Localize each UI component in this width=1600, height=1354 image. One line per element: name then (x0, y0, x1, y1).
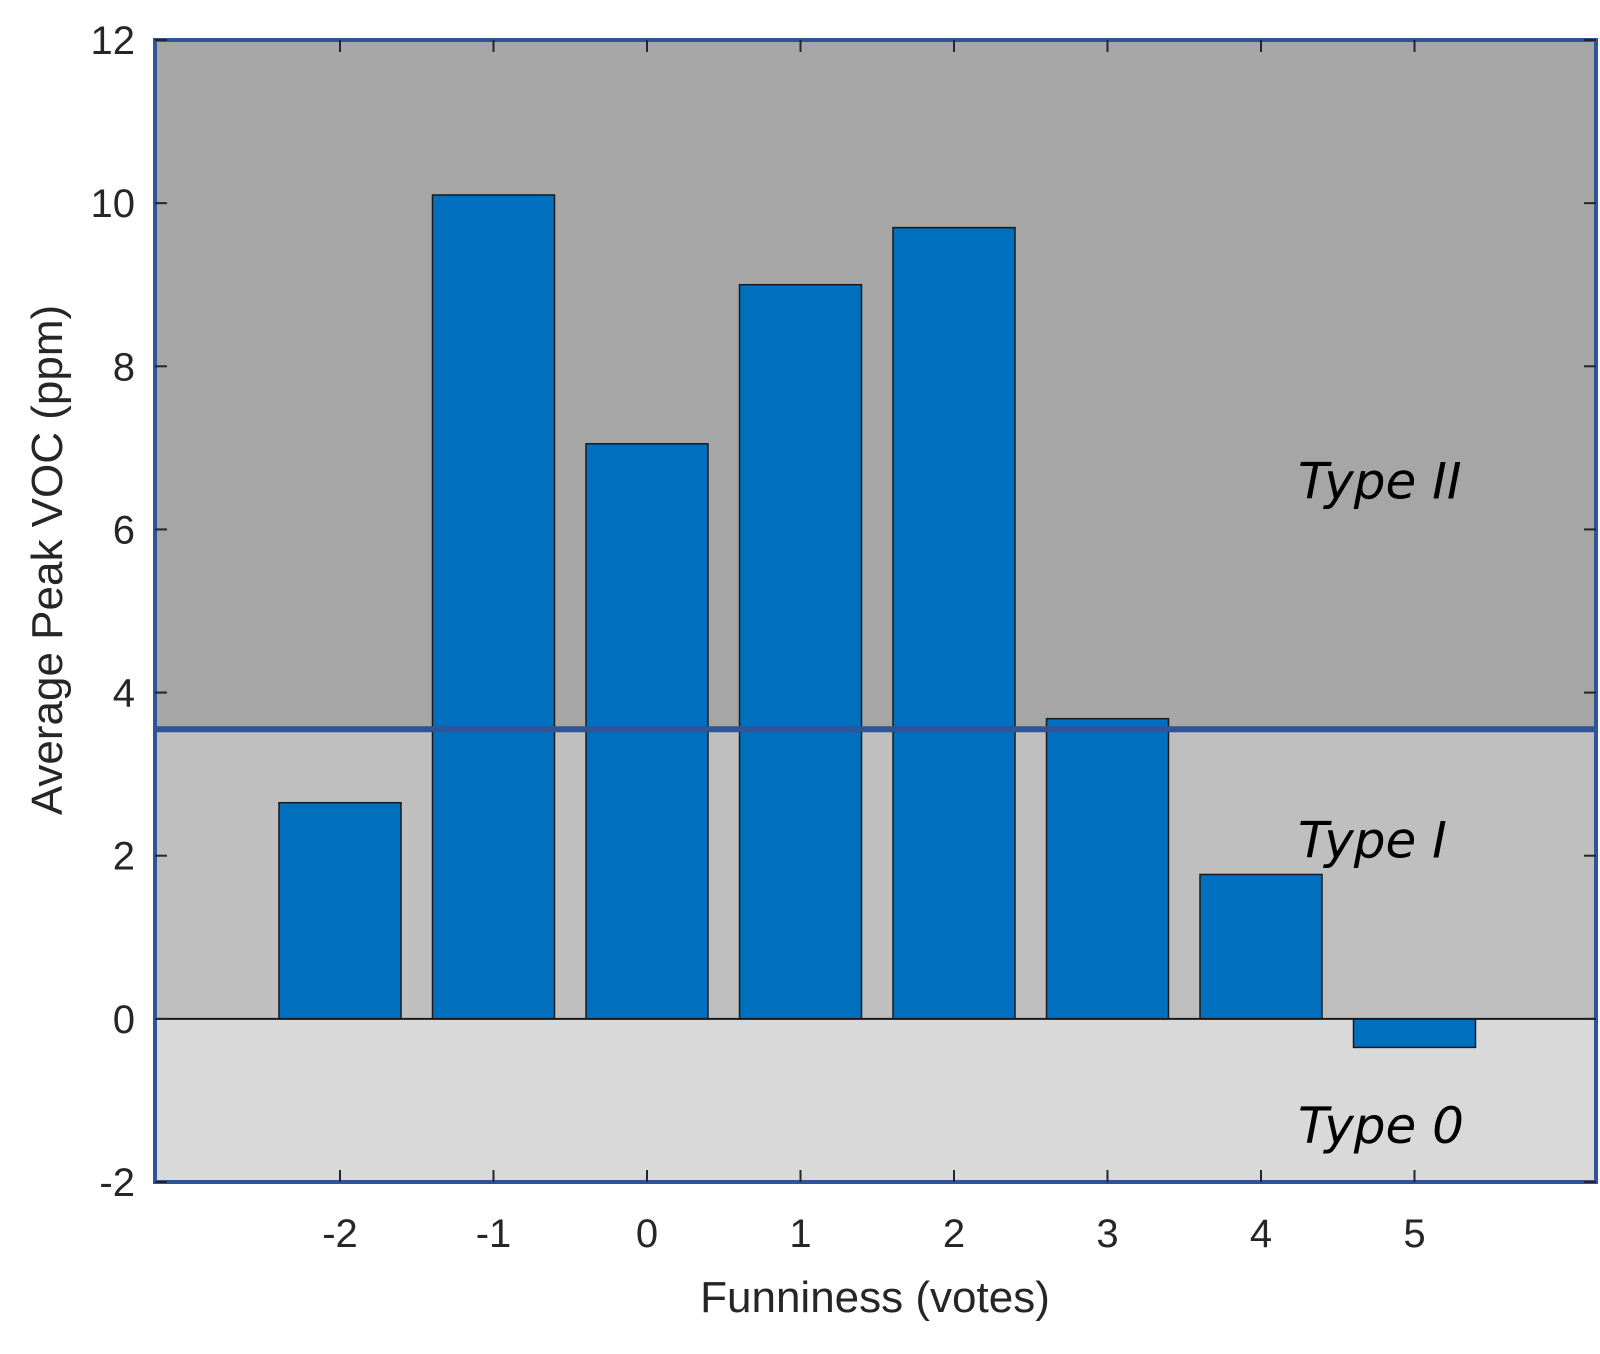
region-type-ii (155, 40, 1596, 730)
bar--2 (278, 801, 402, 1020)
region-label-type-0: Type 0 (1298, 1097, 1464, 1155)
y-tick-label: 0 (113, 998, 135, 1042)
y-tick-label: -2 (99, 1161, 135, 1205)
bar-1 (738, 283, 863, 1020)
x-tick-label: 0 (636, 1212, 658, 1256)
bar-5 (1352, 1018, 1477, 1049)
bar-4 (1199, 873, 1323, 1020)
x-tick-label: 2 (943, 1212, 965, 1256)
y-tick-label: 2 (113, 835, 135, 879)
x-tick-label: -2 (322, 1212, 358, 1256)
y-tick-label: 4 (113, 672, 135, 716)
region-label-type-i: Type I (1298, 811, 1447, 869)
y-tick-label: 10 (91, 182, 136, 226)
x-tick-label: -1 (476, 1212, 512, 1256)
y-tick-label: 6 (113, 508, 135, 552)
x-tick-label: 1 (789, 1212, 811, 1256)
regions-layer (155, 40, 1596, 1182)
x-tick-label: 3 (1096, 1212, 1118, 1256)
lines-layer (153, 38, 1598, 1184)
plot-frame (153, 38, 1598, 1184)
x-axis-label: Funniness (votes) (700, 1273, 1050, 1322)
x-tick-label: 4 (1250, 1212, 1272, 1256)
region-label-type-ii: Type II (1298, 452, 1462, 510)
bar--1 (431, 194, 556, 1020)
region-labels-layer: Type II Type I Type 0 (1298, 452, 1464, 1154)
y-tick-label: 12 (91, 19, 136, 63)
bar-3 (1045, 717, 1170, 1020)
y-axis-label: Average Peak VOC (ppm) (23, 305, 72, 815)
y-tick-label: 8 (113, 345, 135, 389)
bar-2 (892, 226, 1016, 1020)
x-tick-label: 5 (1403, 1212, 1425, 1256)
